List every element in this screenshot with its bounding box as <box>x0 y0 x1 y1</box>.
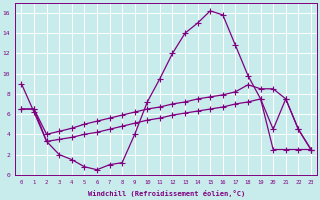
X-axis label: Windchill (Refroidissement éolien,°C): Windchill (Refroidissement éolien,°C) <box>88 190 245 197</box>
